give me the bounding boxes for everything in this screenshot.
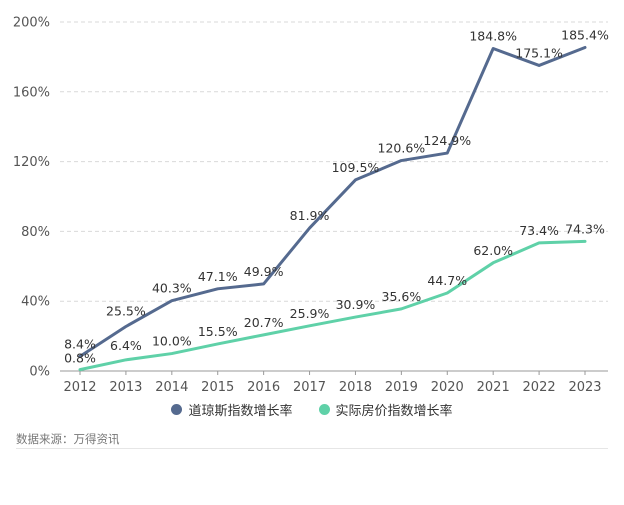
y-tick-label: 160%	[13, 85, 50, 100]
line-chart: 0%40%80%120%160%200% 2012 2013 2014 2015 201…	[13, 16, 609, 396]
data-label: 35.6%	[382, 289, 422, 304]
x-tick-label: 2022	[523, 380, 556, 395]
legend: 道琼斯指数增长率 实际房价指数增长率	[0, 400, 624, 419]
x-tick-label: 2012	[63, 380, 96, 395]
series-lines	[78, 45, 587, 372]
data-label: 47.1%	[198, 269, 238, 284]
data-label: 8.4%	[64, 336, 96, 351]
legend-label-housing: 实际房价指数增长率	[335, 404, 453, 419]
x-tick-label: 2013	[109, 380, 142, 395]
x-axis-ticks: 2012 2013 2014 2015 2016 2017 2018 2019 2020 2021…	[63, 371, 602, 395]
source-note: 数据来源：万得资讯	[16, 432, 120, 446]
data-label: 10.0%	[152, 334, 192, 349]
data-label: 25.9%	[290, 306, 330, 321]
data-label: 6.4%	[110, 338, 142, 353]
x-tick-label: 2016	[247, 380, 280, 395]
x-tick-label: 2023	[568, 380, 601, 395]
legend-label-dow: 道琼斯指数增长率	[188, 404, 293, 419]
data-label: 184.8%	[469, 29, 517, 44]
y-axis-ticks: 0% 40% 80% 120% 160% 200%	[13, 16, 50, 380]
divider	[16, 448, 608, 449]
legend-dot-dow	[171, 404, 183, 415]
legend-item-dow[interactable]: 道琼斯指数增长率	[171, 400, 293, 419]
data-label: 109.5%	[332, 160, 380, 175]
data-label: 62.0%	[473, 243, 513, 258]
x-tick-label: 2018	[339, 380, 372, 395]
data-label: 73.4%	[519, 223, 559, 238]
x-tick-label: 2021	[477, 380, 510, 395]
legend-dot-housing	[318, 404, 330, 415]
data-label: 81.9%	[290, 208, 330, 223]
data-label: 74.3%	[565, 221, 605, 236]
x-tick-label: 2020	[431, 380, 464, 395]
data-label: 40.3%	[152, 281, 192, 296]
data-label: 30.9%	[336, 297, 376, 312]
y-tick-label: 120%	[13, 155, 50, 170]
data-labels: 8.4% 25.5% 40.3% 47.1% 49.9% 81.9% 109.5% 120.6…	[64, 27, 609, 365]
data-label: 175.1%	[515, 45, 563, 60]
data-label: 49.9%	[244, 264, 284, 279]
grid-lines	[60, 21, 608, 372]
data-label: 120.6%	[378, 141, 426, 156]
legend-item-housing[interactable]: 实际房价指数增长率	[318, 400, 453, 419]
data-label: 20.7%	[244, 315, 284, 330]
data-label: 0.8%	[64, 351, 96, 366]
data-label: 25.5%	[106, 304, 146, 319]
x-tick-label: 2014	[155, 380, 188, 395]
series-line-dow	[78, 45, 587, 358]
y-tick-label: 80%	[21, 225, 50, 240]
data-label: 124.9%	[423, 133, 471, 148]
y-tick-label: 200%	[13, 16, 50, 31]
series-line-housing	[78, 239, 587, 372]
data-label: 185.4%	[561, 27, 609, 42]
x-tick-label: 2019	[385, 380, 418, 395]
data-label: 44.7%	[427, 273, 467, 288]
x-tick-label: 2017	[293, 380, 326, 395]
data-label: 15.5%	[198, 324, 238, 339]
x-tick-label: 2015	[201, 380, 234, 395]
y-tick-label: 0%	[29, 365, 50, 380]
y-tick-label: 40%	[21, 295, 50, 310]
